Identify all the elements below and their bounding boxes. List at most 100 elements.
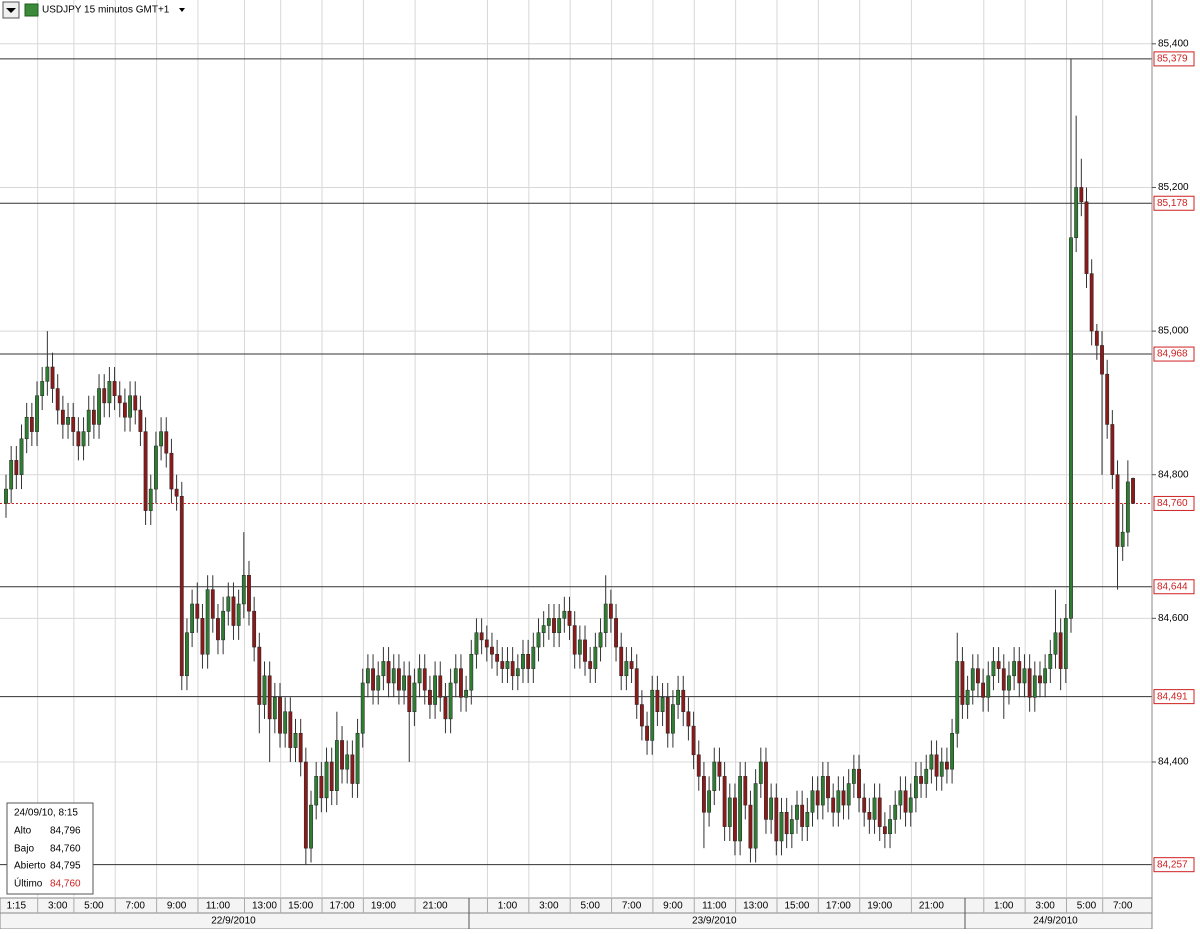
candle-body bbox=[29, 417, 34, 432]
candle-body bbox=[112, 381, 117, 396]
candle-body bbox=[50, 366, 55, 389]
candle-body bbox=[981, 682, 986, 698]
candle-body bbox=[991, 661, 996, 677]
level-label: 84,644 bbox=[1157, 581, 1188, 592]
candle-body bbox=[950, 733, 954, 770]
candle-body bbox=[924, 768, 929, 784]
candle-body bbox=[1125, 481, 1130, 533]
x-tick-label: 13:00 bbox=[252, 901, 277, 912]
x-tick-label: 9:00 bbox=[663, 901, 683, 912]
candle-body bbox=[1084, 201, 1089, 274]
candle-body bbox=[107, 381, 112, 404]
last-price-label: 84,760 bbox=[1157, 498, 1188, 509]
info-value: 84,760 bbox=[50, 844, 81, 855]
info-date: 24/09/10, 8:15 bbox=[14, 808, 78, 819]
candle-body bbox=[826, 776, 830, 799]
x-tick-label: 5:00 bbox=[84, 901, 104, 912]
x-tick-label: 19:00 bbox=[371, 901, 396, 912]
candle-body bbox=[314, 776, 319, 806]
y-axis: 84,400 84,600 84,800 85,000 85,200 85,400 85,3… bbox=[1152, 38, 1195, 873]
x-tick-label: 21:00 bbox=[423, 901, 448, 912]
candle-body bbox=[546, 618, 551, 626]
candle-body bbox=[185, 632, 189, 677]
y-tick-label: 85,200 bbox=[1158, 182, 1189, 193]
candle-body bbox=[960, 661, 965, 705]
candle-body bbox=[35, 395, 39, 432]
candle-body bbox=[686, 711, 691, 727]
level-box bbox=[1153, 857, 1195, 873]
candle-body bbox=[603, 603, 608, 633]
candle-body bbox=[221, 610, 226, 641]
candle-body bbox=[360, 682, 365, 734]
candle-body bbox=[391, 668, 396, 684]
candle-body bbox=[888, 819, 892, 835]
info-label: Último bbox=[14, 877, 43, 890]
candle-body bbox=[200, 618, 205, 655]
candle-body bbox=[40, 381, 45, 396]
candle-body bbox=[102, 388, 107, 404]
candle-body bbox=[691, 725, 696, 756]
candle-body bbox=[226, 596, 231, 612]
date-label: 24/9/2010 bbox=[1033, 916, 1078, 927]
x-tick-label: 13:00 bbox=[743, 901, 768, 912]
candle-body bbox=[365, 668, 370, 684]
candle-body bbox=[1063, 618, 1068, 669]
candle-body bbox=[795, 804, 799, 820]
candle-body bbox=[707, 790, 712, 813]
candle-body bbox=[727, 797, 732, 827]
candle-body bbox=[624, 661, 629, 677]
candle-body bbox=[996, 661, 1001, 669]
candle-body bbox=[1120, 531, 1125, 547]
x-tick-label: 1:15 bbox=[7, 901, 27, 912]
candle-body bbox=[283, 711, 288, 734]
candle-body bbox=[810, 790, 815, 813]
candle-body bbox=[1115, 474, 1120, 547]
candle-body bbox=[976, 668, 980, 684]
date-label: 23/9/2010 bbox=[692, 916, 737, 927]
candle-body bbox=[1131, 478, 1135, 504]
candle-body bbox=[397, 668, 401, 691]
x-axis: 1:15 3:00 5:00 7:00 9:00 11:00 13:00 15:00 17:00… bbox=[7, 898, 1133, 927]
candle-body bbox=[702, 776, 706, 813]
candle-body bbox=[350, 754, 355, 784]
candle-body bbox=[784, 812, 789, 835]
title-dropdown[interactable] bbox=[179, 8, 185, 12]
candle-body bbox=[986, 675, 991, 698]
candle-body bbox=[24, 417, 29, 440]
candle-body bbox=[138, 409, 143, 432]
candle-body bbox=[857, 768, 861, 799]
info-frame bbox=[6, 802, 94, 895]
menu-arrow bbox=[6, 8, 16, 13]
info-label: Bajo bbox=[14, 844, 34, 855]
candle-body bbox=[154, 445, 158, 490]
candle-body bbox=[371, 668, 375, 691]
candle-body bbox=[298, 733, 303, 763]
candle-body bbox=[836, 790, 841, 813]
candle-body bbox=[179, 496, 184, 677]
candle-body bbox=[195, 603, 200, 619]
candle-body bbox=[329, 761, 334, 791]
candle-body bbox=[619, 646, 624, 677]
candle-body bbox=[665, 697, 670, 734]
candle-body bbox=[531, 646, 536, 669]
candle-body bbox=[169, 452, 174, 490]
level-label: 85,379 bbox=[1157, 54, 1188, 65]
x-tick-label: 17:00 bbox=[826, 901, 851, 912]
info-label: Alto bbox=[14, 826, 32, 837]
candle-body bbox=[428, 689, 432, 705]
candle-body bbox=[841, 790, 846, 806]
candle-body bbox=[1032, 675, 1037, 698]
level-box bbox=[1153, 51, 1195, 67]
candle-body bbox=[1110, 424, 1115, 475]
candle-body bbox=[81, 431, 86, 447]
candle-body bbox=[541, 625, 546, 633]
candle-body bbox=[789, 819, 794, 835]
candle-body bbox=[655, 689, 660, 712]
candle-body bbox=[681, 689, 686, 712]
candle-body bbox=[1089, 273, 1094, 332]
candle-body bbox=[645, 725, 649, 741]
candle-body bbox=[133, 395, 138, 411]
candle-body bbox=[598, 632, 603, 648]
candle-body bbox=[479, 632, 484, 641]
